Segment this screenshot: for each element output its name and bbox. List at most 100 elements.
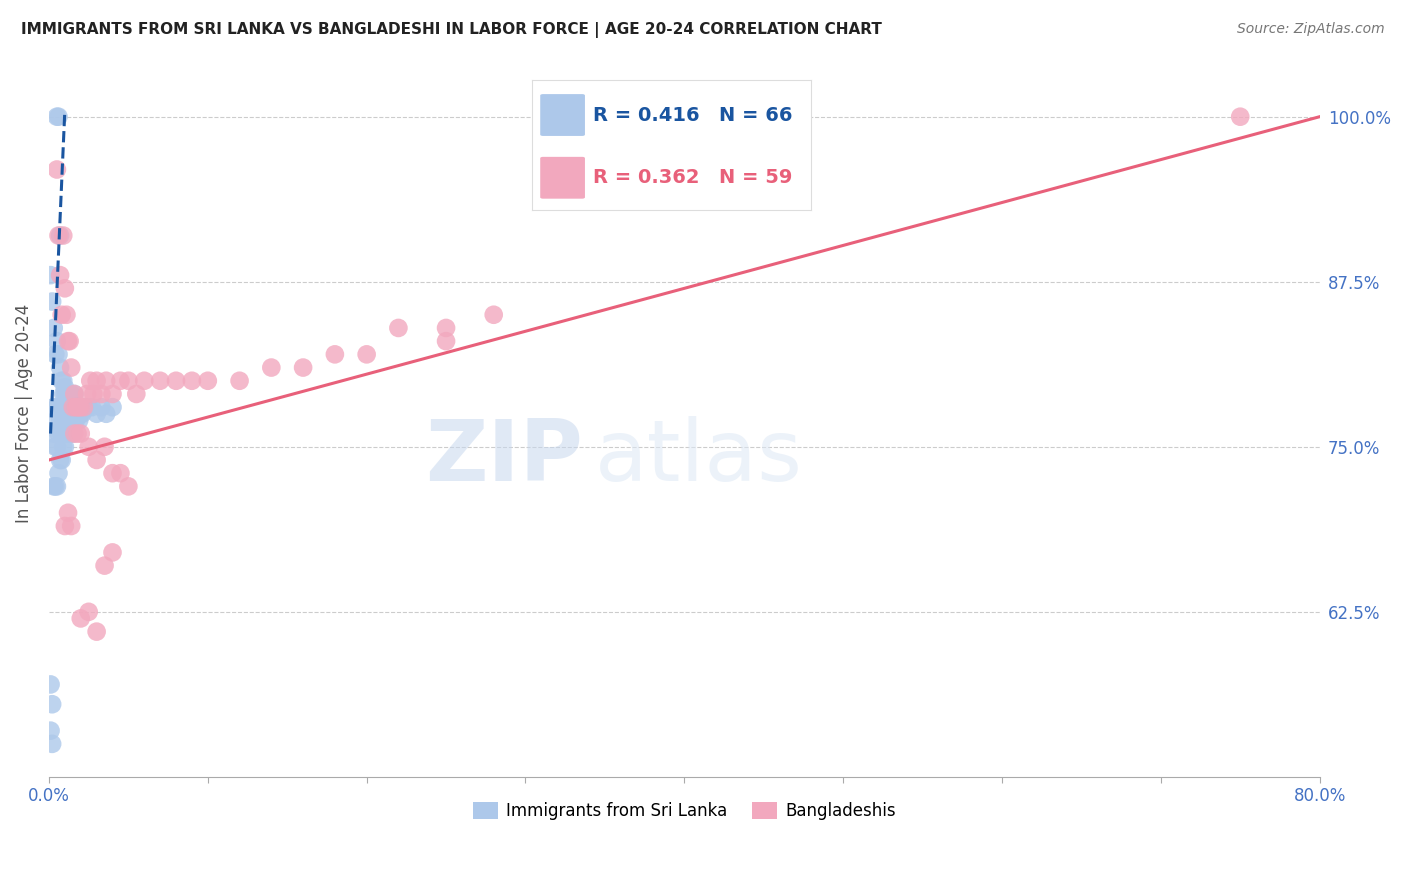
Point xyxy=(197,374,219,388)
Point xyxy=(53,380,76,394)
Point xyxy=(52,387,75,401)
Point xyxy=(66,426,89,441)
Point xyxy=(149,374,172,388)
Legend: Immigrants from Sri Lanka, Bangladeshis: Immigrants from Sri Lanka, Bangladeshis xyxy=(465,795,903,827)
Text: IMMIGRANTS FROM SRI LANKA VS BANGLADESHI IN LABOR FORCE | AGE 20-24 CORRELATION : IMMIGRANTS FROM SRI LANKA VS BANGLADESHI… xyxy=(21,22,882,38)
Point xyxy=(48,426,70,441)
Point xyxy=(60,360,83,375)
Point xyxy=(67,413,90,427)
Point xyxy=(39,677,62,691)
Point xyxy=(69,400,91,414)
Point xyxy=(45,162,67,177)
Point xyxy=(42,321,65,335)
Point xyxy=(101,400,124,414)
Point xyxy=(387,321,409,335)
Point xyxy=(482,308,505,322)
Point xyxy=(52,413,75,427)
Point xyxy=(181,374,204,388)
Point xyxy=(117,479,139,493)
Point xyxy=(55,387,77,401)
Point xyxy=(41,294,63,309)
Point xyxy=(110,466,132,480)
Point xyxy=(69,407,91,421)
Point xyxy=(52,374,75,388)
Text: Source: ZipAtlas.com: Source: ZipAtlas.com xyxy=(1237,22,1385,37)
Point xyxy=(77,400,100,414)
Point xyxy=(59,334,82,348)
Point xyxy=(93,558,115,573)
Point xyxy=(52,228,75,243)
Point xyxy=(82,387,104,401)
Point xyxy=(48,347,70,361)
Point xyxy=(86,407,108,421)
Point xyxy=(66,400,89,414)
Point xyxy=(67,400,90,414)
Point xyxy=(52,440,75,454)
Point xyxy=(56,387,79,401)
Point xyxy=(44,479,66,493)
Point xyxy=(45,110,67,124)
Point xyxy=(323,347,346,361)
Point xyxy=(51,400,73,414)
Point xyxy=(63,413,86,427)
Point xyxy=(76,387,98,401)
Point xyxy=(51,374,73,388)
Point xyxy=(45,440,67,454)
Point xyxy=(62,426,84,441)
Point xyxy=(101,545,124,559)
Point xyxy=(53,413,76,427)
Point xyxy=(62,400,84,414)
Point xyxy=(90,400,112,414)
Point xyxy=(53,440,76,454)
Point xyxy=(69,426,91,441)
Point xyxy=(56,506,79,520)
Point xyxy=(49,228,72,243)
Point xyxy=(134,374,156,388)
Point xyxy=(41,698,63,712)
Point xyxy=(65,413,87,427)
Point xyxy=(63,387,86,401)
Point xyxy=(75,400,97,414)
Point xyxy=(77,440,100,454)
Point xyxy=(44,347,66,361)
Point xyxy=(51,453,73,467)
Point xyxy=(356,347,378,361)
Text: atlas: atlas xyxy=(595,416,803,499)
Point xyxy=(60,387,83,401)
Point xyxy=(96,374,118,388)
Point xyxy=(42,479,65,493)
Point xyxy=(60,519,83,533)
Point xyxy=(55,400,77,414)
Point xyxy=(69,611,91,625)
Point xyxy=(49,413,72,427)
Point xyxy=(44,413,66,427)
Point xyxy=(48,466,70,480)
Point xyxy=(1229,110,1251,124)
Point xyxy=(90,387,112,401)
Point xyxy=(77,605,100,619)
Point xyxy=(96,407,118,421)
Point xyxy=(65,400,87,414)
Point xyxy=(72,407,94,421)
Point xyxy=(45,334,67,348)
Point xyxy=(63,426,86,441)
Point xyxy=(260,360,283,375)
Point xyxy=(55,308,77,322)
Point xyxy=(86,374,108,388)
Point xyxy=(165,374,187,388)
Point xyxy=(86,453,108,467)
Point xyxy=(44,440,66,454)
Point xyxy=(434,334,457,348)
Point xyxy=(228,374,250,388)
Point xyxy=(41,737,63,751)
Point xyxy=(62,400,84,414)
Point xyxy=(59,426,82,441)
Point xyxy=(49,268,72,282)
Text: ZIP: ZIP xyxy=(425,416,582,499)
Point xyxy=(45,479,67,493)
Point xyxy=(53,519,76,533)
Point xyxy=(93,440,115,454)
Point xyxy=(53,387,76,401)
Point xyxy=(48,228,70,243)
Point xyxy=(66,400,89,414)
